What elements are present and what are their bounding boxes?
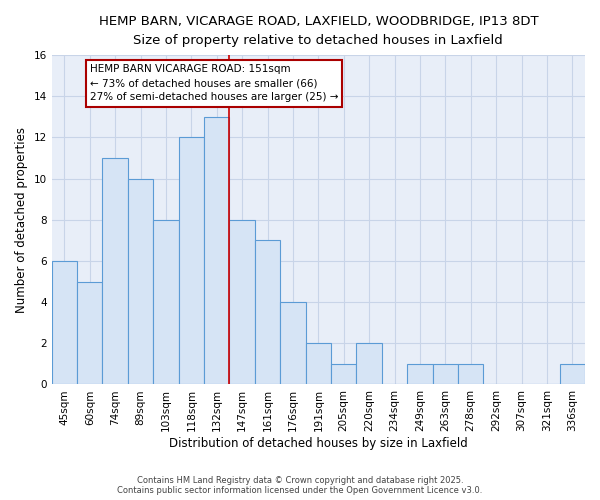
Text: Contains HM Land Registry data © Crown copyright and database right 2025.
Contai: Contains HM Land Registry data © Crown c… (118, 476, 482, 495)
Bar (128, 178, 153, 384)
Bar (229, 220, 255, 384)
Bar (179, 138, 204, 384)
Bar (331, 364, 356, 384)
Bar (204, 117, 229, 384)
Y-axis label: Number of detached properties: Number of detached properties (15, 127, 28, 313)
Bar (153, 220, 179, 384)
Bar (52, 261, 77, 384)
Bar (255, 240, 280, 384)
Bar (458, 364, 484, 384)
Title: HEMP BARN, VICARAGE ROAD, LAXFIELD, WOODBRIDGE, IP13 8DT
Size of property relati: HEMP BARN, VICARAGE ROAD, LAXFIELD, WOOD… (98, 15, 538, 47)
Bar (560, 364, 585, 384)
Bar (77, 282, 103, 385)
X-axis label: Distribution of detached houses by size in Laxfield: Distribution of detached houses by size … (169, 437, 468, 450)
Bar (305, 344, 331, 384)
Bar (103, 158, 128, 384)
Bar (356, 344, 382, 384)
Bar (280, 302, 305, 384)
Bar (433, 364, 458, 384)
Text: HEMP BARN VICARAGE ROAD: 151sqm
← 73% of detached houses are smaller (66)
27% of: HEMP BARN VICARAGE ROAD: 151sqm ← 73% of… (90, 64, 338, 102)
Bar (407, 364, 433, 384)
